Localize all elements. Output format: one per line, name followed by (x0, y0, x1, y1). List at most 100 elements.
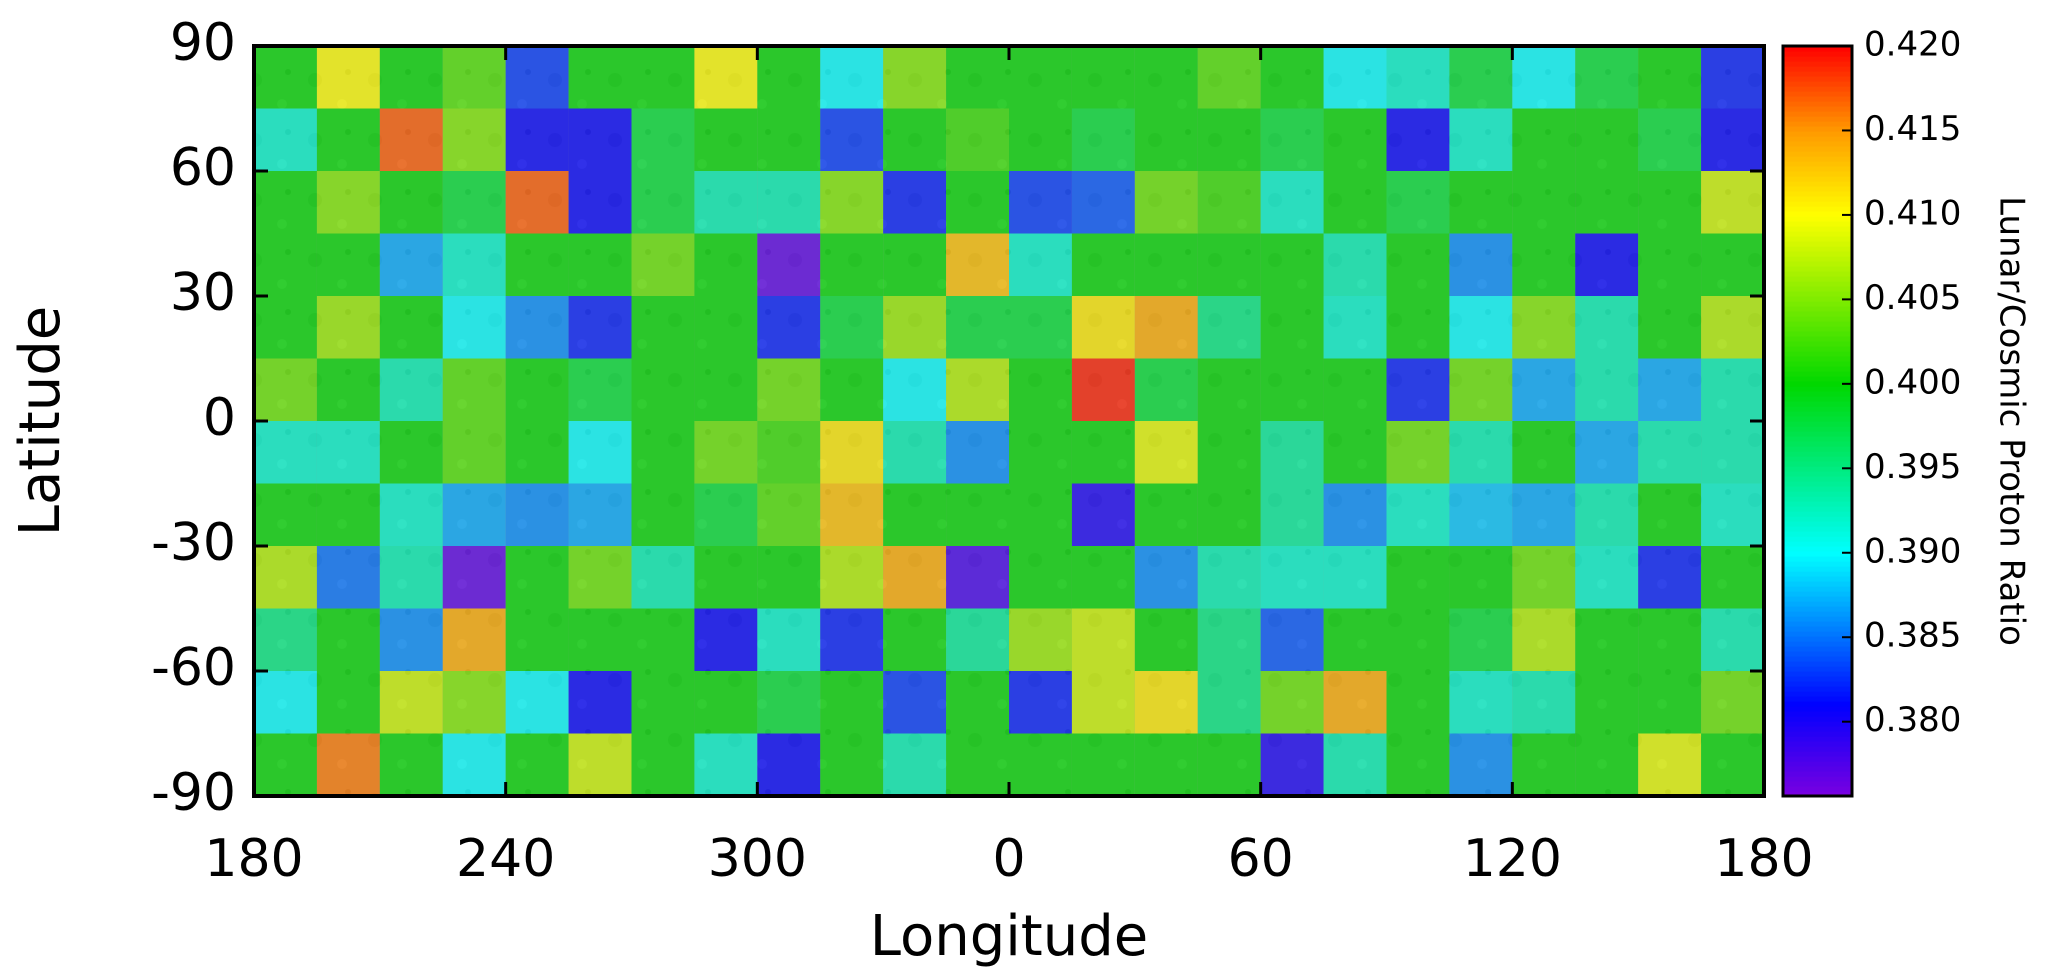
colorbar-step (1783, 756, 1852, 762)
heatmap-cell (632, 609, 695, 672)
x-tick-label: 300 (708, 829, 807, 889)
heatmap-cell (1261, 671, 1324, 734)
heatmap-cell (1072, 234, 1135, 297)
heatmap-cell (757, 359, 820, 422)
heatmap-cell (443, 109, 506, 172)
colorbar-step (1783, 746, 1852, 752)
heatmap-cell (380, 296, 443, 359)
heatmap-cell (632, 421, 695, 484)
colorbar-step (1783, 271, 1852, 277)
heatmap-cell (632, 546, 695, 609)
heatmap-cell (1198, 421, 1261, 484)
heatmap-cell (1512, 296, 1575, 359)
heatmap-cell (569, 484, 632, 547)
heatmap-cell (632, 484, 695, 547)
heatmap-cell (443, 421, 506, 484)
heatmap-cell (569, 359, 632, 422)
colorbar-step (1783, 456, 1852, 462)
heatmap-cell (694, 671, 757, 734)
colorbar-step (1783, 521, 1852, 527)
colorbar-step (1783, 541, 1852, 547)
colorbar-step (1783, 111, 1852, 117)
heatmap-cell (757, 671, 820, 734)
heatmap-cell (1324, 171, 1387, 234)
colorbar-step (1783, 576, 1852, 582)
colorbar-step (1783, 241, 1852, 247)
heatmap-cell (317, 234, 380, 297)
colorbar-step (1783, 296, 1852, 302)
colorbar-step (1783, 636, 1852, 642)
y-tick-label: -60 (151, 638, 236, 698)
heatmap-cell (1638, 421, 1701, 484)
heatmap-cell (1072, 484, 1135, 547)
heatmap-cell (1135, 171, 1198, 234)
heatmap-cell (757, 546, 820, 609)
heatmap-cell (1261, 609, 1324, 672)
heatmap-cell (1009, 46, 1072, 109)
heatmap-cell (1575, 234, 1638, 297)
colorbar-step (1783, 546, 1852, 552)
colorbar-step (1783, 401, 1852, 407)
heatmap-cell (1072, 171, 1135, 234)
heatmap-cell (946, 171, 1009, 234)
heatmap-cell (1009, 171, 1072, 234)
heatmap-cell (694, 484, 757, 547)
heatmap-cell (757, 171, 820, 234)
heatmap-cell (883, 296, 946, 359)
heatmap-cell (569, 109, 632, 172)
heatmap-cell (820, 171, 883, 234)
heatmap-cell (1512, 359, 1575, 422)
heatmap-cell (632, 46, 695, 109)
colorbar-step (1783, 151, 1852, 157)
heatmap-cell (1009, 296, 1072, 359)
x-tick-label: 180 (1714, 829, 1813, 889)
heatmap-cell (1449, 234, 1512, 297)
colorbar-step (1783, 491, 1852, 497)
x-axis-title: Longitude (870, 904, 1149, 969)
heatmap-cell (1387, 359, 1450, 422)
heatmap-cell (946, 109, 1009, 172)
heatmap-cell (1575, 546, 1638, 609)
colorbar-step (1783, 621, 1852, 627)
heatmap-cell (1198, 359, 1261, 422)
x-tick-label: 180 (204, 829, 303, 889)
colorbar-step (1783, 701, 1852, 707)
heatmap-cell (254, 109, 317, 172)
heatmap-cell (1261, 109, 1324, 172)
colorbar-step (1783, 476, 1852, 482)
heatmap-cell (883, 421, 946, 484)
colorbar-step (1783, 586, 1852, 592)
heatmap-cell (317, 296, 380, 359)
heatmap-cell (694, 359, 757, 422)
heatmap-cell (569, 671, 632, 734)
heatmap-cell (317, 171, 380, 234)
colorbar-tick-label: 0.415 (1864, 109, 1961, 149)
heatmap-cell (443, 171, 506, 234)
heatmap-cell (1009, 484, 1072, 547)
colorbar-step (1783, 166, 1852, 172)
colorbar-step (1783, 396, 1852, 402)
heatmap-cell (1135, 359, 1198, 422)
heatmap-cell (443, 734, 506, 797)
heatmap-cell (1324, 484, 1387, 547)
heatmap-cell (1072, 296, 1135, 359)
heatmap-cell (443, 671, 506, 734)
heatmap-cell (1198, 546, 1261, 609)
heatmap-cell (254, 46, 317, 109)
heatmap-cell (506, 734, 569, 797)
colorbar-step (1783, 671, 1852, 677)
heatmap-cell (506, 484, 569, 547)
heatmap-cell (1072, 609, 1135, 672)
heatmap-cell (1009, 546, 1072, 609)
colorbar-step (1783, 351, 1852, 357)
colorbar-step (1783, 726, 1852, 732)
colorbar-step (1783, 596, 1852, 602)
colorbar-step (1783, 336, 1852, 342)
colorbar-step (1783, 56, 1852, 62)
heatmap-cell (1324, 109, 1387, 172)
heatmap-cell (569, 734, 632, 797)
heatmap-cell (380, 421, 443, 484)
heatmap-cell (946, 46, 1009, 109)
heatmap-cell (506, 671, 569, 734)
